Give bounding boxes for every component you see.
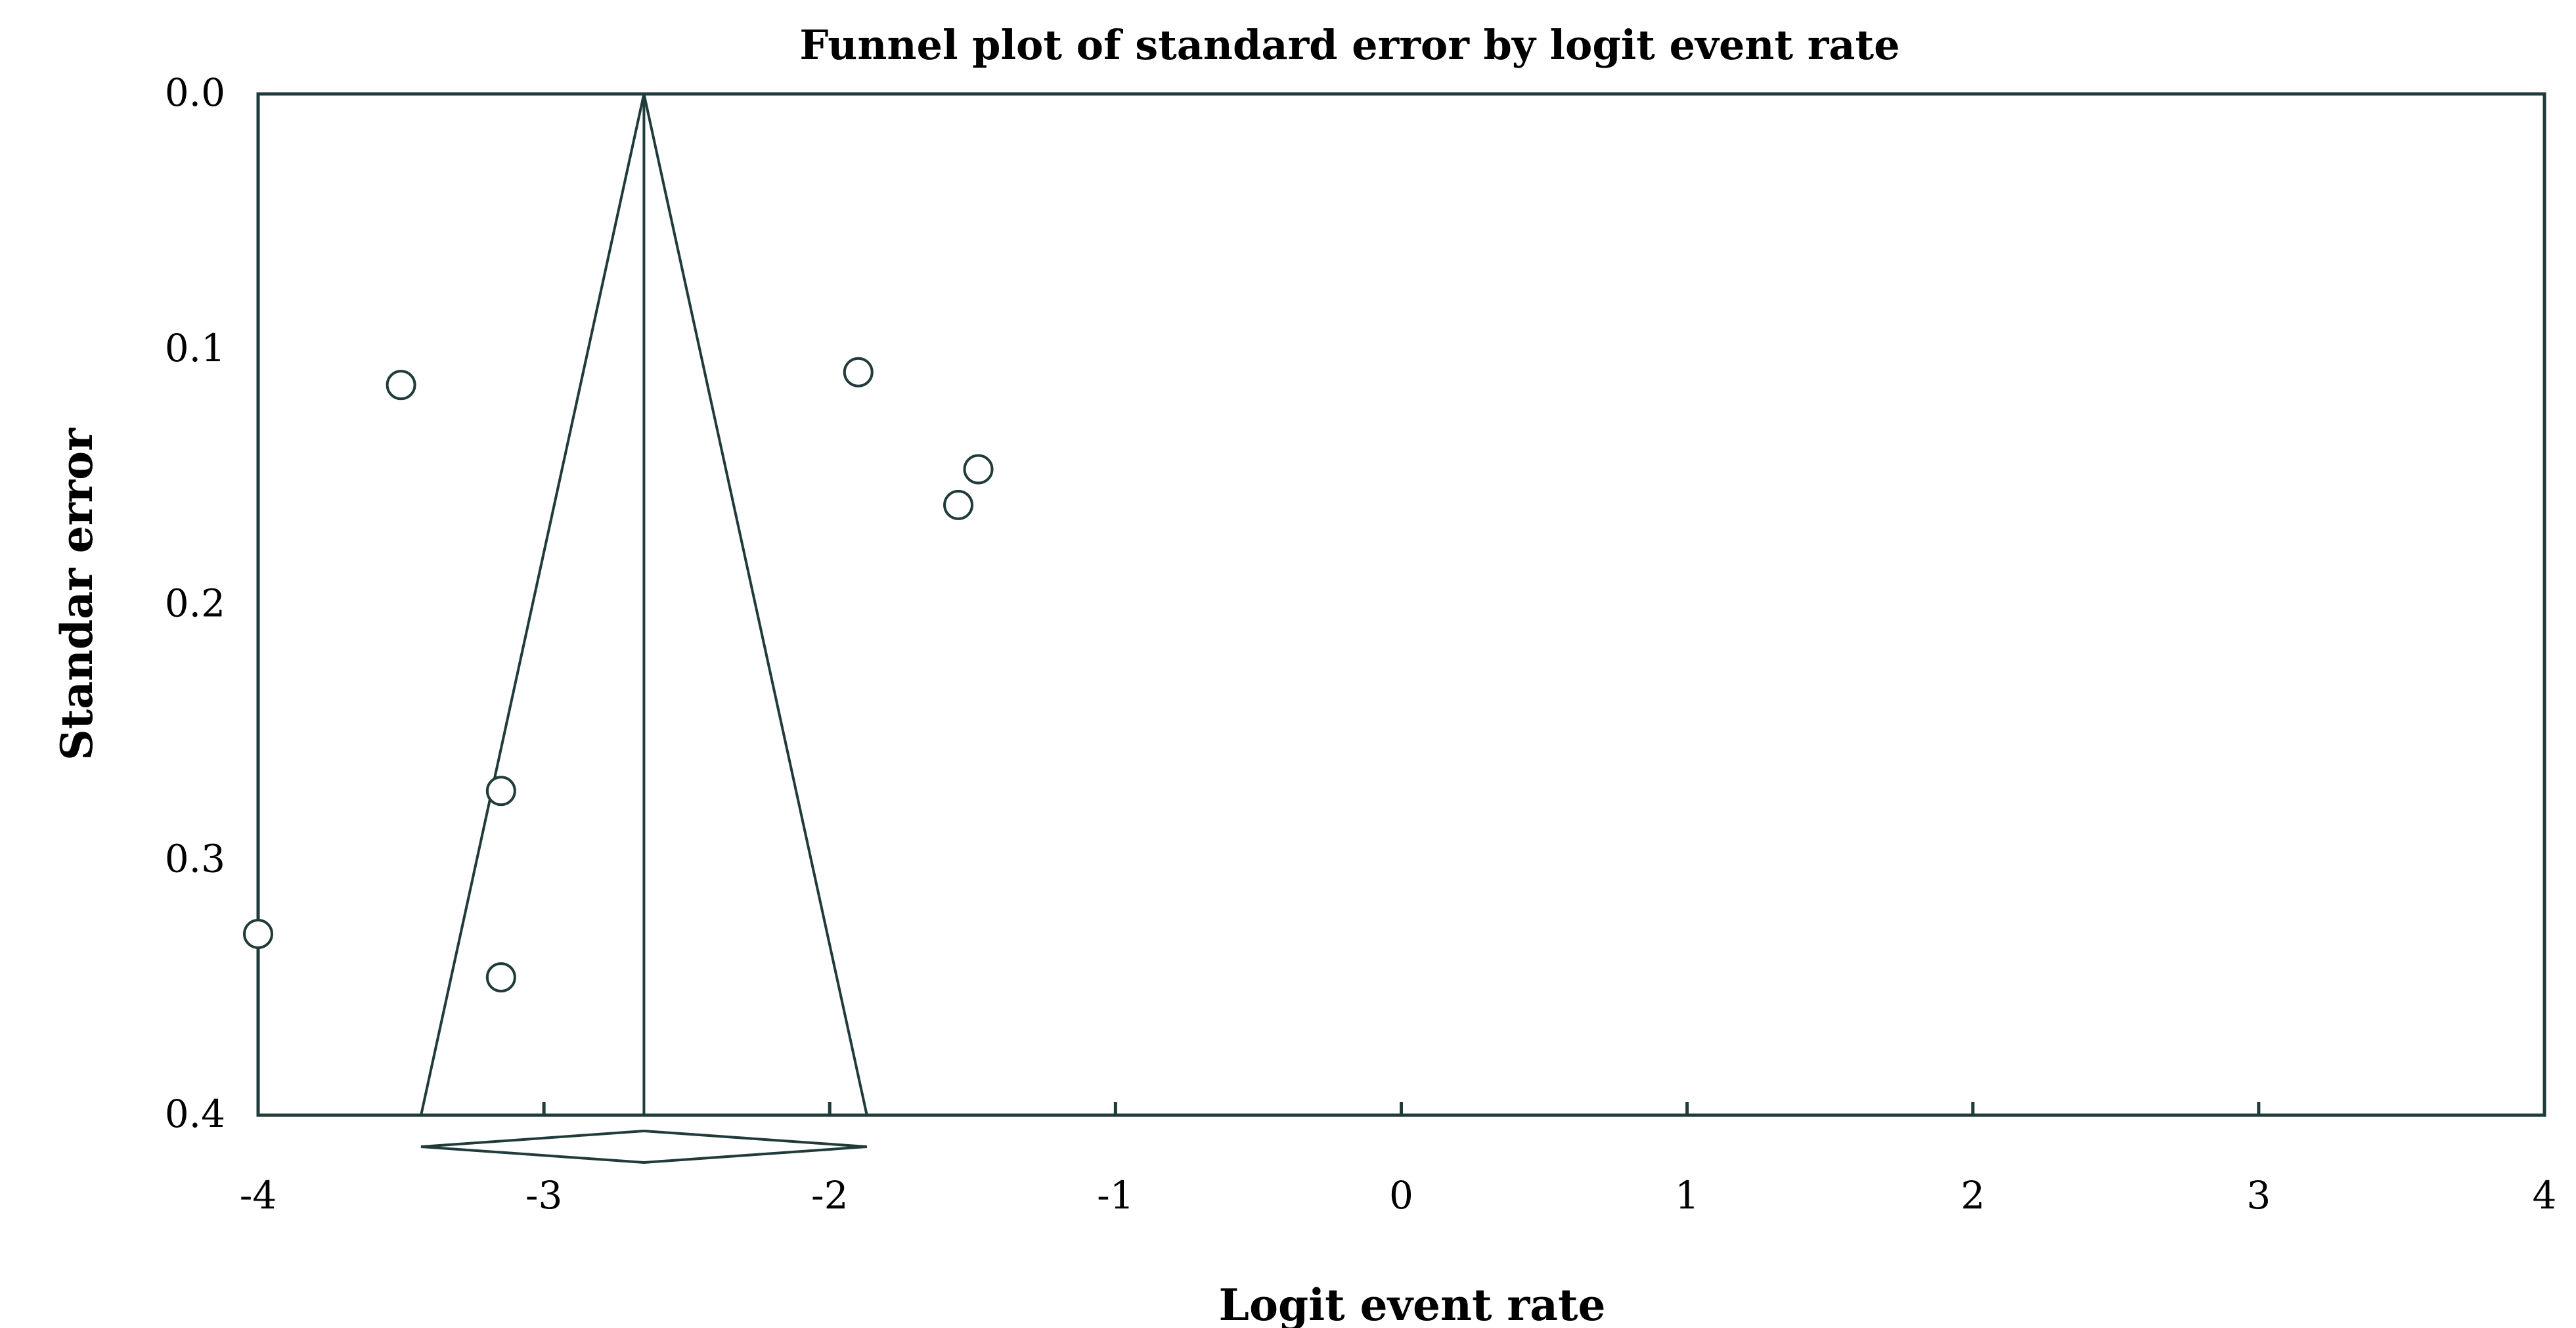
y-axis-label: Standar error: [51, 428, 102, 761]
chart-title: Funnel plot of standard error by logit e…: [799, 21, 1899, 69]
study-points: [243, 357, 994, 993]
study-point: [485, 962, 516, 993]
x-tick-label: 1: [1675, 1173, 1699, 1218]
x-tick-label: -3: [525, 1173, 563, 1218]
x-tick-label: 4: [2533, 1173, 2557, 1218]
funnel-region: [419, 93, 869, 1164]
y-tick-label: 0.1: [165, 326, 225, 370]
x-tick-label: 0: [1389, 1173, 1413, 1218]
plot-frame: [256, 92, 2546, 1117]
summary-diamond: [420, 1129, 867, 1164]
x-axis: -4 -3 -2 -1 0 1 2 3 4: [240, 1102, 2557, 1218]
x-axis-label: Logit event rate: [1219, 1279, 1606, 1328]
y-tick-label: 0.3: [165, 836, 225, 881]
x-tick-label: -1: [1097, 1173, 1134, 1218]
study-point: [963, 454, 994, 485]
x-tick-label: 2: [1961, 1173, 1985, 1218]
x-tick-label: -4: [240, 1173, 277, 1218]
y-axis: 0.0 0.1 0.2 0.3 0.4: [165, 70, 225, 1136]
y-tick-label: 0.0: [165, 70, 225, 115]
y-tick-label: 0.2: [165, 581, 225, 626]
x-tick-label: 3: [2246, 1173, 2271, 1218]
study-point: [485, 776, 516, 807]
x-tick-label: -2: [811, 1173, 849, 1218]
study-point: [943, 489, 974, 520]
y-tick-label: 0.4: [165, 1092, 225, 1136]
study-point: [386, 370, 416, 401]
study-point: [843, 357, 874, 387]
study-point: [243, 918, 273, 949]
